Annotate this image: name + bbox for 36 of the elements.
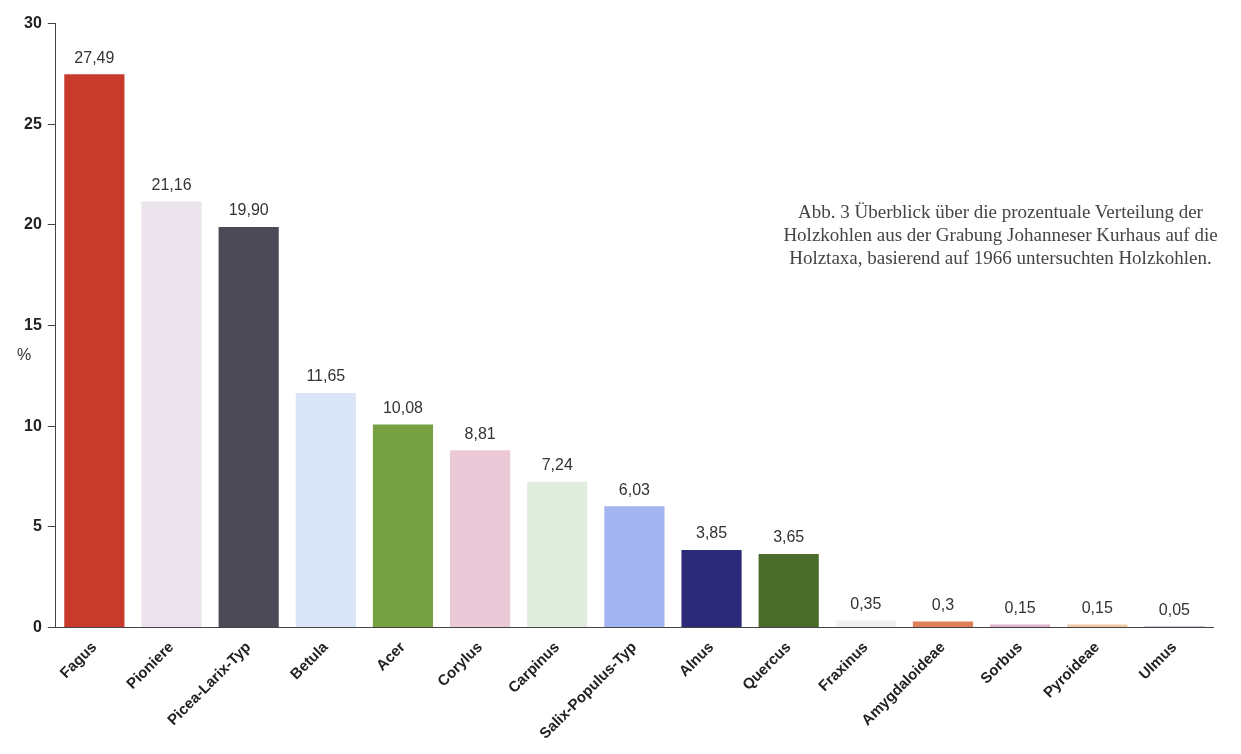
- bar: [372, 424, 434, 628]
- y-tick-label: 5: [32, 517, 42, 535]
- data-label: 0,15: [1004, 598, 1036, 616]
- y-tick-label: 0: [32, 617, 42, 635]
- data-label: 7,24: [541, 456, 573, 474]
- bar: [64, 74, 125, 628]
- y-tick-label: 15: [24, 315, 42, 333]
- y-tick-label: 20: [24, 215, 42, 233]
- bar: [295, 393, 356, 628]
- data-label: 3,65: [773, 528, 805, 546]
- bar: [604, 506, 665, 628]
- bar: [218, 226, 279, 628]
- y-tick-label: 10: [24, 416, 42, 434]
- annotation: Abb. 3 Überblick über die prozentuale Verteilung der Holzkohlen aus der Grabung Johanneser Kurhaus auf die Holztaxa, basierend auf 1966 untersuchten Holzkohlen.: [782, 200, 1219, 269]
- data-label: 8,81: [464, 424, 496, 442]
- bar: [681, 550, 742, 628]
- y-tick-label: 30: [24, 14, 42, 32]
- bar: [141, 201, 202, 628]
- data-label: 3,85: [695, 524, 728, 542]
- bar: [912, 621, 974, 628]
- data-label: 0,35: [850, 594, 882, 612]
- bar: [758, 554, 819, 628]
- data-label: 10,08: [382, 399, 424, 417]
- bar: [835, 620, 896, 628]
- data-label: 0,15: [1081, 598, 1113, 616]
- y-axis-title: %: [16, 345, 32, 363]
- y-tick-label: 25: [24, 114, 42, 132]
- data-label: 0,3: [931, 595, 955, 613]
- data-label: 0,05: [1158, 600, 1191, 618]
- bar: [450, 450, 511, 628]
- data-label: 27,49: [74, 48, 115, 66]
- bar: [527, 481, 588, 628]
- data-label: 11,65: [306, 367, 346, 385]
- data-label: 21,16: [151, 175, 192, 193]
- data-label: 19,90: [228, 201, 269, 219]
- data-label: 6,03: [618, 480, 651, 498]
